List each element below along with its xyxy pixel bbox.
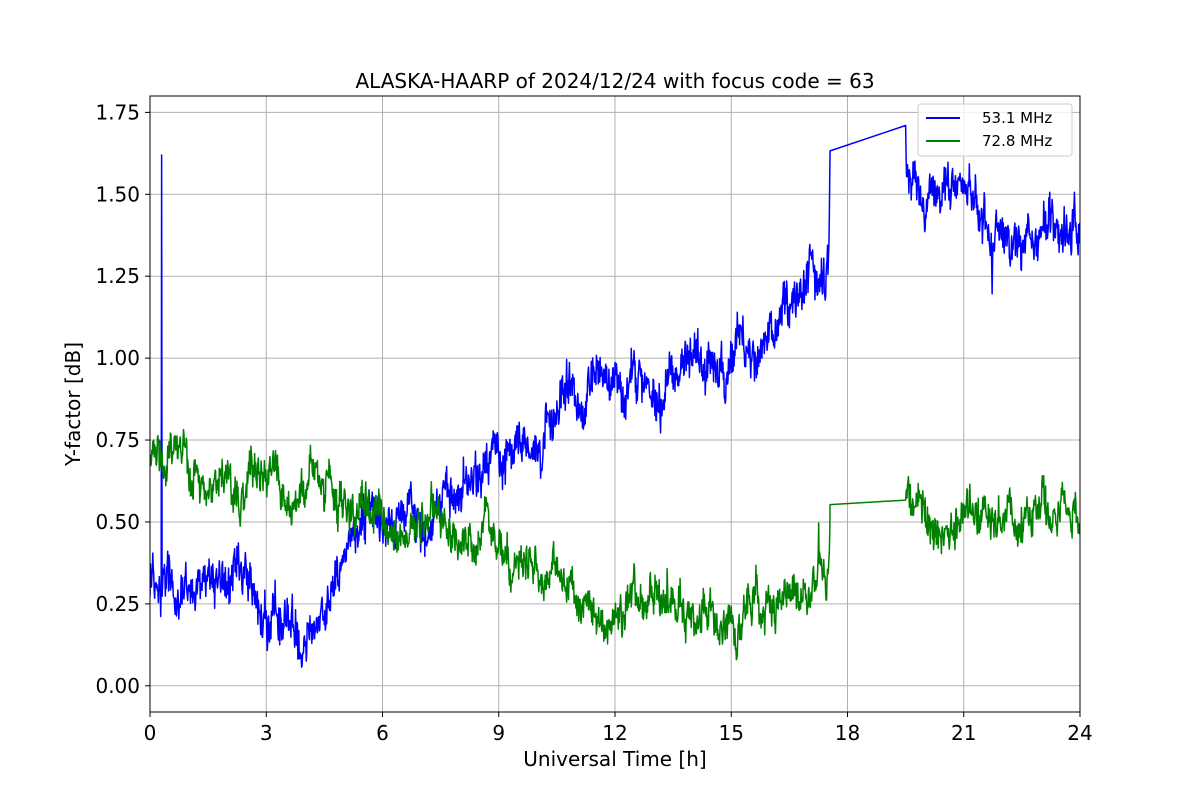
x-tick-label: 18	[835, 721, 860, 745]
legend-label-53mhz: 53.1 MHz	[982, 109, 1052, 127]
y-tick-label: 0.75	[95, 428, 140, 452]
x-axis: 0 3 6 9 12 15 18 21 24	[144, 712, 1093, 745]
y-axis-label: Y-factor [dB]	[61, 342, 85, 467]
legend-label-72mhz: 72.8 MHz	[982, 132, 1052, 150]
x-tick-label: 3	[260, 721, 273, 745]
y-tick-label: 1.75	[95, 100, 140, 124]
x-tick-label: 0	[144, 721, 157, 745]
series-layer	[150, 124, 1080, 668]
x-tick-label: 15	[719, 721, 744, 745]
y-tick-label: 0.00	[95, 674, 140, 698]
series-line-0	[150, 124, 1080, 668]
y-tick-label: 1.25	[95, 264, 140, 288]
series-line-1	[150, 428, 1080, 661]
x-tick-label: 9	[492, 721, 505, 745]
legend: 53.1 MHz 72.8 MHz	[917, 103, 1073, 157]
y-tick-label: 1.50	[95, 182, 140, 206]
x-tick-label: 24	[1067, 721, 1092, 745]
y-axis: 0.00 0.25 0.50 0.75 1.00 1.25 1.50 1.75	[95, 100, 150, 698]
x-tick-label: 21	[951, 721, 976, 745]
x-tick-label: 12	[602, 721, 627, 745]
x-axis-label: Universal Time [h]	[523, 747, 706, 771]
y-tick-label: 1.00	[95, 346, 140, 370]
y-tick-label: 0.25	[95, 592, 140, 616]
x-tick-label: 6	[376, 721, 389, 745]
y-tick-label: 0.50	[95, 510, 140, 534]
chart-title: ALASKA-HAARP of 2024/12/24 with focus co…	[355, 69, 874, 93]
